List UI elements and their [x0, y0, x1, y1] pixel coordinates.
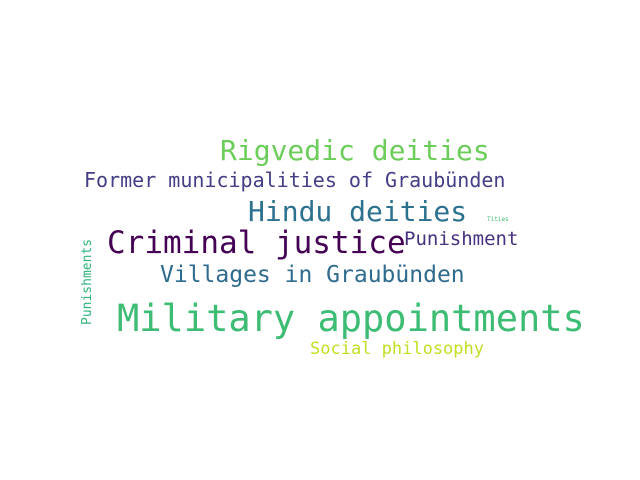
word-punishments-vertical: Punishments — [80, 238, 95, 325]
word-tities: Tities — [487, 216, 509, 223]
word-rigvedic-deities: Rigvedic deities — [220, 134, 490, 167]
word-former-municipalities: Former municipalities of Graubünden — [84, 168, 506, 192]
word-criminal-justice: Criminal justice — [107, 225, 406, 261]
word-hindu-deities: Hindu deities — [248, 195, 468, 228]
word-villages-in-graubunden: Villages in Graubünden — [160, 262, 465, 288]
word-military-appointments: Military appointments — [117, 297, 585, 340]
word-punishment: Punishment — [404, 228, 519, 250]
word-social-philosophy: Social philosophy — [310, 339, 484, 359]
